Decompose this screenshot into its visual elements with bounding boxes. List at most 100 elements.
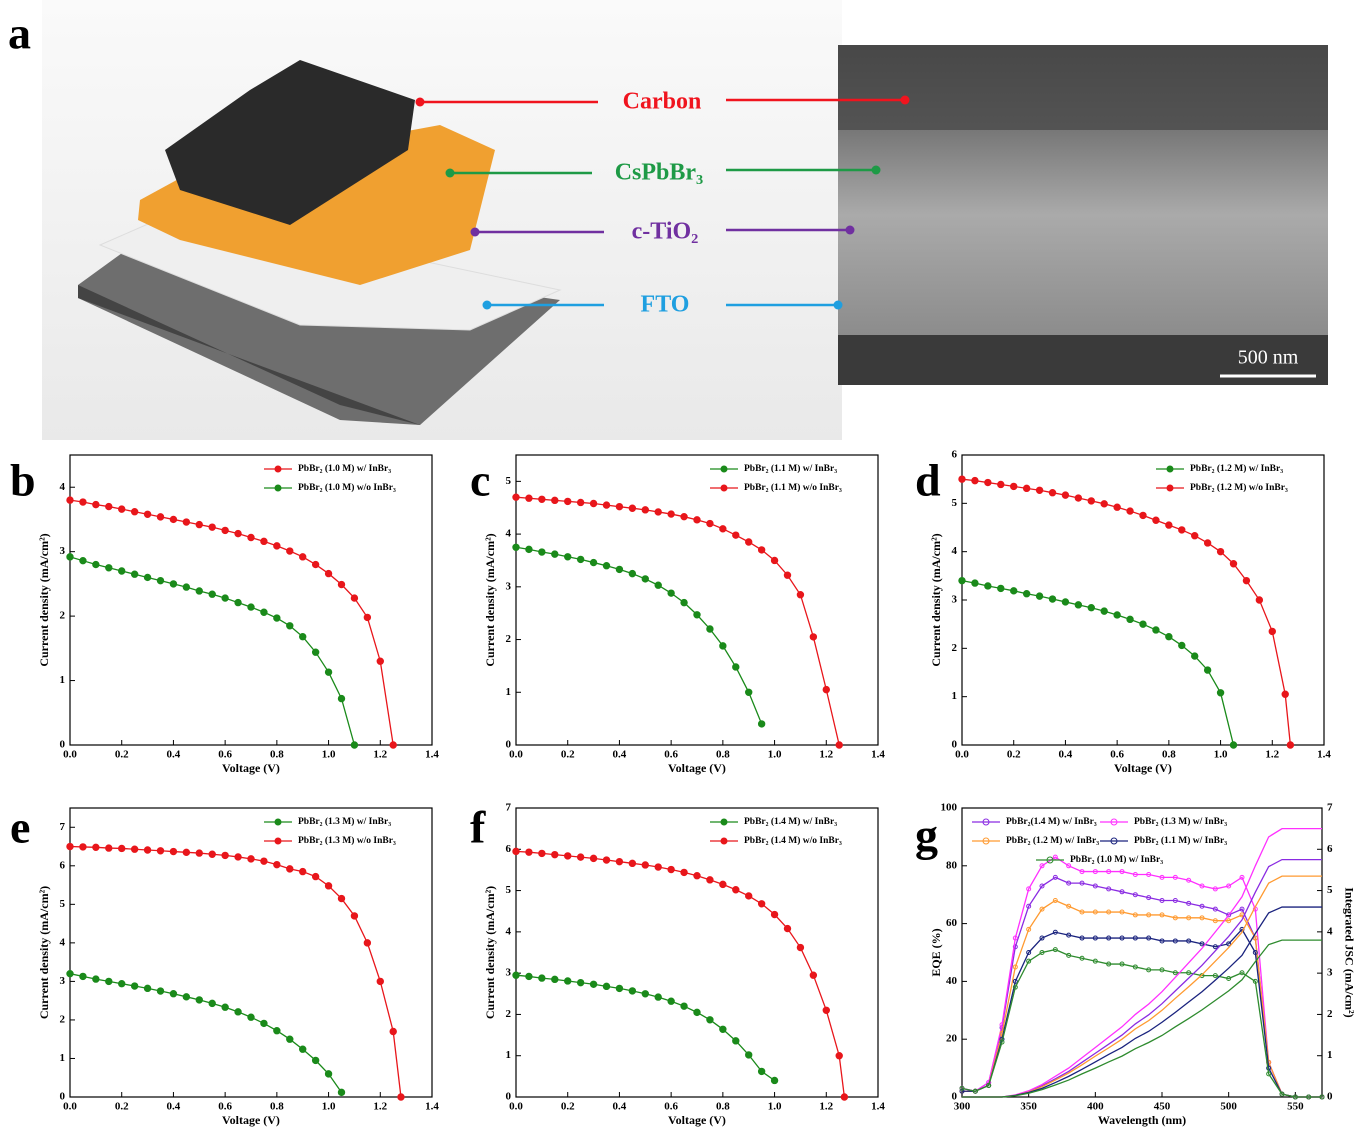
data-point [758, 721, 764, 727]
data-point [707, 877, 713, 883]
data-point [274, 861, 280, 867]
data-point [80, 557, 86, 563]
data-point [1101, 608, 1107, 614]
data-point [577, 556, 583, 562]
data-point [93, 844, 99, 850]
data-point [106, 565, 112, 571]
data-point [170, 581, 176, 587]
data-point [93, 561, 99, 567]
y2-tick-label: 7 [1327, 802, 1333, 814]
y-tick-label: 0 [60, 1091, 66, 1103]
data-point [616, 858, 622, 864]
data-point [771, 557, 777, 563]
data-point [565, 853, 571, 859]
x-tick-label: 1.2 [373, 749, 387, 761]
y-tick-label: 6 [60, 859, 66, 871]
y-tick-label: 4 [506, 528, 512, 540]
y-tick-label: 4 [952, 545, 958, 557]
data-point [526, 849, 532, 855]
y-tick-label: 0 [506, 739, 512, 751]
legend-marker [721, 466, 727, 472]
data-point [248, 856, 254, 862]
data-point [681, 869, 687, 875]
y-tick-label: 60 [946, 917, 958, 929]
data-point [119, 506, 125, 512]
x-tick-label: 1.0 [322, 749, 336, 761]
connector-dot [872, 166, 881, 175]
plot-frame [962, 455, 1324, 745]
data-point [80, 973, 86, 979]
legend-marker [1167, 485, 1173, 491]
data-point [144, 985, 150, 991]
data-point [119, 568, 125, 574]
data-point [539, 496, 545, 502]
x-tick-label: 0.4 [1059, 749, 1073, 761]
x-tick-label: 1.2 [819, 749, 833, 761]
legend-label: PbBr₂ (1.3 M) w/o InBr₃ [298, 835, 396, 846]
legend-label: PbBr₂ (1.0 M) w/ InBr₃ [1070, 854, 1163, 865]
legend-marker [721, 819, 727, 825]
data-point [338, 581, 344, 587]
data-point [261, 609, 267, 615]
data-point [565, 978, 571, 984]
data-point [222, 527, 228, 533]
y2-axis-label: Integrated JSC (mA/cm²) [1342, 887, 1356, 1017]
data-point [694, 1009, 700, 1015]
y-tick-label: 3 [506, 580, 512, 592]
panel-label: a [8, 8, 31, 59]
layer-label: c-TiO₂ [632, 219, 699, 245]
data-point [209, 851, 215, 857]
chart: g30035040045050055002040608010001234567W… [915, 802, 1356, 1127]
data-point [312, 561, 318, 567]
data-point [1036, 487, 1042, 493]
legend-label: PbBr₂ (1.1 M) w/ InBr₃ [1134, 835, 1227, 846]
x-tick-label: 0.8 [1162, 749, 1176, 761]
chart: d0.00.20.40.60.81.01.21.40123456Voltage … [915, 449, 1331, 775]
data-point [274, 543, 280, 549]
data-point [157, 848, 163, 854]
data-point [552, 551, 558, 557]
data-point [287, 623, 293, 629]
x-tick-label: 0.4 [167, 1101, 181, 1113]
data-point [196, 588, 202, 594]
data-point [300, 554, 306, 560]
legend-label: PbBr₂ (1.2 M) w/ InBr₃ [1190, 463, 1283, 474]
data-point [144, 847, 150, 853]
layer-label: CsPbBr₃ [615, 160, 704, 186]
data-point [1023, 485, 1029, 491]
x-tick-label: 1.0 [768, 749, 782, 761]
legend-label: PbBr₂ (1.0 M) w/o InBr₃ [298, 482, 396, 493]
data-point [758, 1068, 764, 1074]
x-tick-label: 1.0 [322, 1101, 336, 1113]
y2-tick-label: 6 [1327, 843, 1333, 855]
x-tick-label: 1.4 [871, 1101, 885, 1113]
x-tick-label: 1.4 [425, 1101, 439, 1113]
data-point [106, 978, 112, 984]
data-point [1140, 512, 1146, 518]
data-point [629, 860, 635, 866]
data-point [157, 988, 163, 994]
data-point [642, 576, 648, 582]
legend-label: PbBr₂ (1.4 M) w/ InBr₃ [744, 816, 837, 827]
data-point [668, 998, 674, 1004]
data-point [183, 519, 189, 525]
data-point [1075, 495, 1081, 501]
data-point [131, 509, 137, 515]
data-point [972, 580, 978, 586]
data-point [841, 1094, 847, 1100]
y-tick-label: 2 [506, 633, 512, 645]
data-point [131, 983, 137, 989]
legend-label: PbBr₂(1.4 M) w/ InBr₃ [1006, 816, 1097, 827]
legend-marker [721, 838, 727, 844]
data-point [67, 843, 73, 849]
legend-marker [275, 838, 281, 844]
data-point [1204, 667, 1210, 673]
series-line [962, 581, 1234, 745]
data-point [810, 634, 816, 640]
x-axis-label: Wavelength (nm) [1098, 1113, 1186, 1127]
plot-frame [516, 808, 878, 1097]
y-tick-label: 2 [506, 1008, 512, 1020]
data-point [707, 626, 713, 632]
y-axis-label: Current density (mA/cm²) [929, 533, 943, 666]
